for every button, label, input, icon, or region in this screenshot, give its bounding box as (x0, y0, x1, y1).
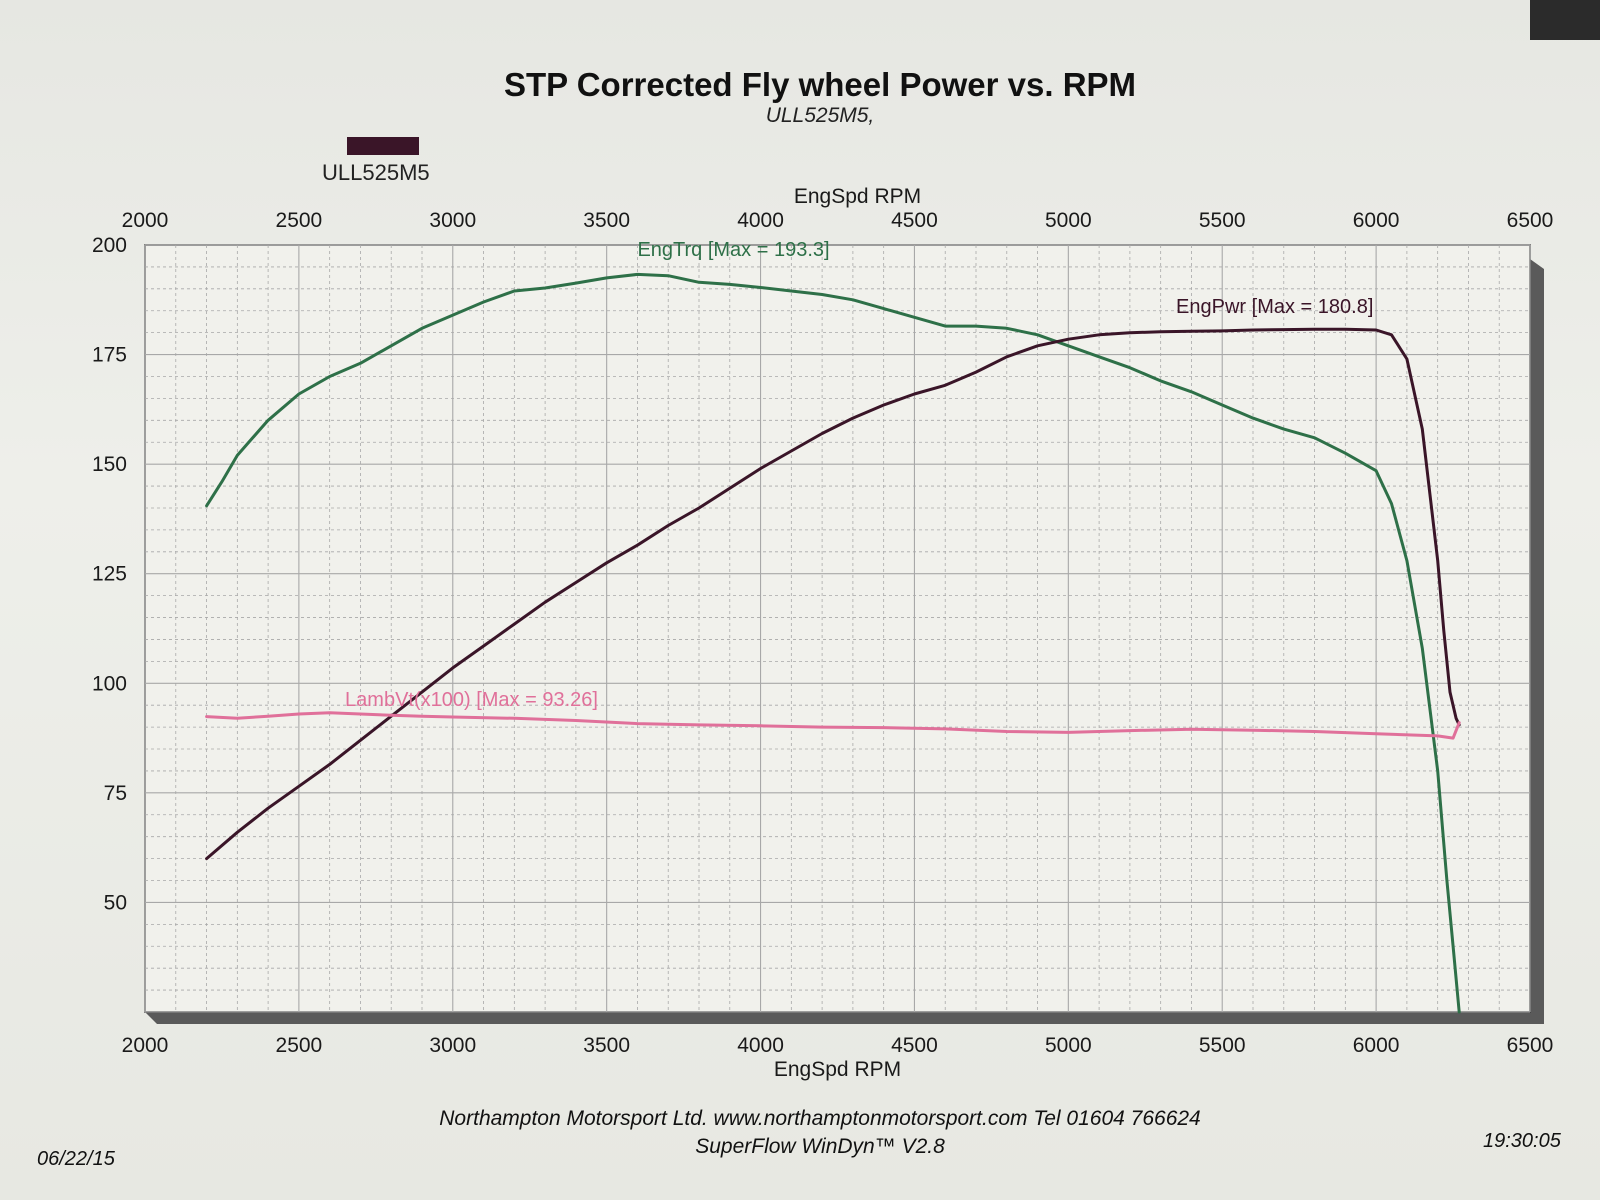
x-tick-label-top: 4000 (737, 209, 784, 232)
plot-grid (144, 244, 1531, 1013)
x-tick-label-top: 3000 (429, 209, 476, 232)
x-tick-label-bottom: 4500 (891, 1034, 938, 1057)
legend-swatch (347, 137, 419, 155)
series-line-lambda (205, 711, 1461, 740)
x-tick-label-bottom: 2000 (122, 1034, 169, 1057)
footer-software: SuperFlow WinDyn™ V2.8 (695, 1135, 945, 1158)
x-tick-label-bottom: 6000 (1353, 1034, 1400, 1057)
background-corner (1530, 0, 1600, 40)
footer-date: 06/22/15 (37, 1148, 115, 1170)
series-line-power (205, 327, 1461, 861)
x-tick-label-top: 5500 (1199, 209, 1246, 232)
plot-series (205, 272, 1461, 1014)
x-tick-label-top: 5000 (1045, 209, 1092, 232)
x-tick-label-top: 6000 (1353, 209, 1400, 232)
plot-axes: 2000 2000 2500 2500 3000 3000 3500 3500 4000 4000… (92, 185, 1553, 1081)
series-label-torque: EngTrq [Max = 193.3] (637, 239, 829, 261)
series-label-power: EngPwr [Max = 180.8] (1176, 296, 1373, 318)
y-tick-label: 75 (104, 782, 127, 805)
x-tick-label-bottom: 3500 (583, 1034, 630, 1057)
y-tick-label: 175 (92, 344, 127, 367)
plot-frame (144, 244, 1531, 1013)
x-tick-label-bottom: 5500 (1199, 1034, 1246, 1057)
chart-subtitle: ULL525M5, (765, 104, 875, 127)
footer-company: Northampton Motorsport Ltd. www.northamp… (439, 1107, 1201, 1130)
x-tick-label-bottom: 5000 (1045, 1034, 1092, 1057)
x-tick-label-bottom: 4000 (737, 1034, 784, 1057)
plot-area (144, 244, 1531, 1013)
x-tick-label-top: 2000 (122, 209, 169, 232)
y-tick-label: 150 (92, 453, 127, 476)
x-tick-label-top: 2500 (276, 209, 323, 232)
x-tick-label-top: 4500 (891, 209, 938, 232)
y-tick-label: 200 (92, 234, 127, 257)
x-tick-label-top: 3500 (583, 209, 630, 232)
footer-time: 19:30:05 (1483, 1130, 1561, 1152)
legend-label: ULL525M5 (322, 160, 430, 185)
x-tick-label-bottom: 2500 (276, 1034, 323, 1057)
x-tick-label-bottom: 3000 (429, 1034, 476, 1057)
y-tick-label: 100 (92, 672, 127, 695)
x-tick-label-top: 6500 (1507, 209, 1554, 232)
plot-labels: EngTrq [Max = 193.3] EngPwr [Max = 180.8]… (345, 239, 1373, 711)
series-line-torque (205, 272, 1461, 1014)
y-tick-label: 50 (104, 891, 127, 914)
y-tick-label: 125 (92, 563, 127, 586)
x-axis-title-bottom: EngSpd RPM (774, 1058, 901, 1081)
chart-title: STP Corrected Fly wheel Power vs. RPM (503, 66, 1137, 103)
series-label-lambda: LambVt(x100) [Max = 93.26] (345, 689, 598, 711)
x-axis-title-top: EngSpd RPM (794, 185, 921, 208)
x-tick-label-bottom: 6500 (1507, 1034, 1554, 1057)
